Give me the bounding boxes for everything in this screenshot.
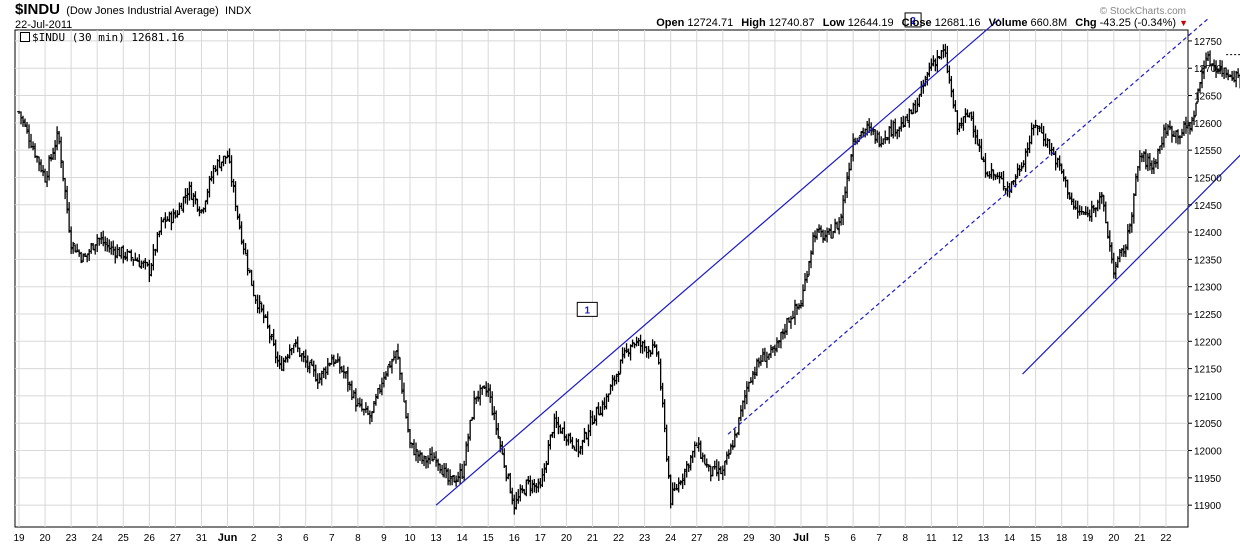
y-tick-label: 12750 bbox=[1194, 37, 1222, 48]
y-tick-label: 12700 bbox=[1194, 64, 1222, 75]
x-tick-label: 27 bbox=[170, 533, 182, 544]
x-tick-label: 26 bbox=[144, 533, 156, 544]
x-tick-label: 6 bbox=[850, 533, 856, 544]
x-tick-label: 30 bbox=[769, 533, 781, 544]
x-tick-label: 18 bbox=[1056, 533, 1068, 544]
x-tick-label: 7 bbox=[876, 533, 882, 544]
x-tick-label: 16 bbox=[509, 533, 521, 544]
x-tick-label: 22 bbox=[613, 533, 625, 544]
low-value: 12644.19 bbox=[847, 17, 894, 29]
y-tick-label: 12600 bbox=[1194, 119, 1222, 130]
exchange: INDX bbox=[225, 5, 252, 17]
x-tick-label: 28 bbox=[717, 533, 729, 544]
x-tick-label: 25 bbox=[118, 533, 130, 544]
y-tick-label: 11950 bbox=[1194, 474, 1222, 485]
volume-label: Volume bbox=[988, 17, 1028, 29]
x-tick-label: 19 bbox=[1082, 533, 1094, 544]
x-tick-label: 17 bbox=[535, 533, 547, 544]
high-value: 12740.87 bbox=[768, 17, 815, 29]
open-label: Open bbox=[656, 17, 685, 29]
x-tick-label: Jun bbox=[218, 532, 238, 544]
x-tick-label: 31 bbox=[196, 533, 208, 544]
chart-date: 22-Jul-2011 bbox=[15, 19, 73, 31]
x-tick-label: 21 bbox=[1134, 533, 1146, 544]
symbol: $INDU bbox=[15, 1, 61, 18]
y-tick-label: 12350 bbox=[1194, 255, 1222, 266]
volume-value: 660.8M bbox=[1030, 17, 1068, 29]
wave-label-box bbox=[904, 12, 922, 28]
x-axis: 19 20 23 24 25 26 27 31 Jun 2 3 6 7 8 9 10 13 14 15 16 17 20 2… bbox=[13, 532, 1171, 544]
x-tick-label: 15 bbox=[483, 533, 495, 544]
x-tick-label: 23 bbox=[66, 533, 78, 544]
y-tick-label: 12100 bbox=[1194, 392, 1222, 403]
x-tick-label: 21 bbox=[587, 533, 599, 544]
channel-line bbox=[727, 18, 1209, 435]
y-tick-label: 12050 bbox=[1194, 419, 1222, 430]
wave-label-box bbox=[576, 301, 598, 317]
y-tick-label: 12300 bbox=[1194, 283, 1222, 294]
wave-label: 1 bbox=[584, 305, 590, 316]
x-tick-label: 13 bbox=[978, 533, 990, 544]
y-tick-label: 12650 bbox=[1194, 92, 1222, 103]
x-tick-label: 5 bbox=[824, 533, 830, 544]
x-tick-label: 8 bbox=[902, 533, 908, 544]
grid-lines bbox=[15, 30, 1188, 527]
channel-line bbox=[435, 18, 1000, 506]
x-tick-label: 8 bbox=[355, 533, 361, 544]
ohlc-summary: Open 12724.71 High 12740.87 Low 12644.19 Cl… bbox=[651, 17, 1188, 29]
x-tick-label: 20 bbox=[40, 533, 52, 544]
x-tick-label: 14 bbox=[457, 533, 469, 544]
y-axis: 11900 11950 12000 12050 12100 12150 12200 12250… bbox=[1188, 37, 1222, 512]
x-tick-label: 23 bbox=[639, 533, 651, 544]
x-tick-label: 29 bbox=[743, 533, 755, 544]
x-tick-label: 19 bbox=[13, 533, 25, 544]
chart-title: $INDU (Dow Jones Industrial Average) IND… bbox=[15, 1, 251, 18]
close-label: Close bbox=[901, 17, 932, 29]
x-tick-label: 11 bbox=[926, 533, 937, 544]
x-tick-label: 6 bbox=[303, 533, 309, 544]
watermark: © StockCharts.com bbox=[1099, 6, 1186, 17]
y-tick-label: 12150 bbox=[1194, 365, 1222, 376]
close-value: 12681.16 bbox=[934, 17, 981, 29]
chg-value: -43.25 (-0.34%) bbox=[1099, 17, 1177, 29]
x-tick-label: 9 bbox=[381, 533, 387, 544]
low-label: Low bbox=[822, 17, 845, 29]
x-tick-label: 27 bbox=[691, 533, 703, 544]
x-tick-label: 10 bbox=[404, 533, 416, 544]
x-tick-label: 15 bbox=[1030, 533, 1042, 544]
x-tick-label: 24 bbox=[665, 533, 677, 544]
x-tick-label: 13 bbox=[431, 533, 443, 544]
y-tick-label: 12400 bbox=[1194, 228, 1222, 239]
x-tick-label: 2 bbox=[251, 533, 257, 544]
wave-label: 2 bbox=[910, 16, 916, 27]
x-tick-label: 12 bbox=[952, 533, 964, 544]
x-tick-label: Jul bbox=[793, 532, 809, 544]
x-tick-label: 24 bbox=[92, 533, 104, 544]
y-tick-label: 12500 bbox=[1194, 173, 1222, 184]
plot-area bbox=[14, 29, 1189, 528]
y-tick-label: 11900 bbox=[1194, 501, 1222, 512]
y-tick-label: 12000 bbox=[1194, 447, 1222, 458]
x-tick-label: 7 bbox=[329, 533, 335, 544]
x-tick-label: 20 bbox=[561, 533, 573, 544]
y-tick-label: 12250 bbox=[1194, 310, 1222, 321]
x-tick-label: 20 bbox=[1108, 533, 1120, 544]
x-tick-label: 3 bbox=[277, 533, 283, 544]
legend-swatch bbox=[20, 32, 30, 42]
y-tick-label: 12200 bbox=[1194, 337, 1222, 348]
x-tick-label: 14 bbox=[1004, 533, 1016, 544]
wave-annotations: 12 bbox=[576, 12, 922, 317]
down-arrow-icon: ▼ bbox=[1179, 18, 1188, 28]
open-value: 12724.71 bbox=[687, 17, 734, 29]
x-tick-label: 22 bbox=[1160, 533, 1172, 544]
ohlc-bars bbox=[17, 43, 1240, 515]
index-name: (Dow Jones Industrial Average) bbox=[66, 5, 219, 17]
series-legend: $INDU (30 min) 12681.16 bbox=[20, 31, 184, 44]
high-label: High bbox=[741, 17, 766, 29]
y-tick-label: 12550 bbox=[1194, 146, 1222, 157]
y-tick-label: 12450 bbox=[1194, 201, 1222, 212]
chg-label: Chg bbox=[1075, 17, 1097, 29]
legend-text: $INDU (30 min) 12681.16 bbox=[32, 31, 185, 44]
